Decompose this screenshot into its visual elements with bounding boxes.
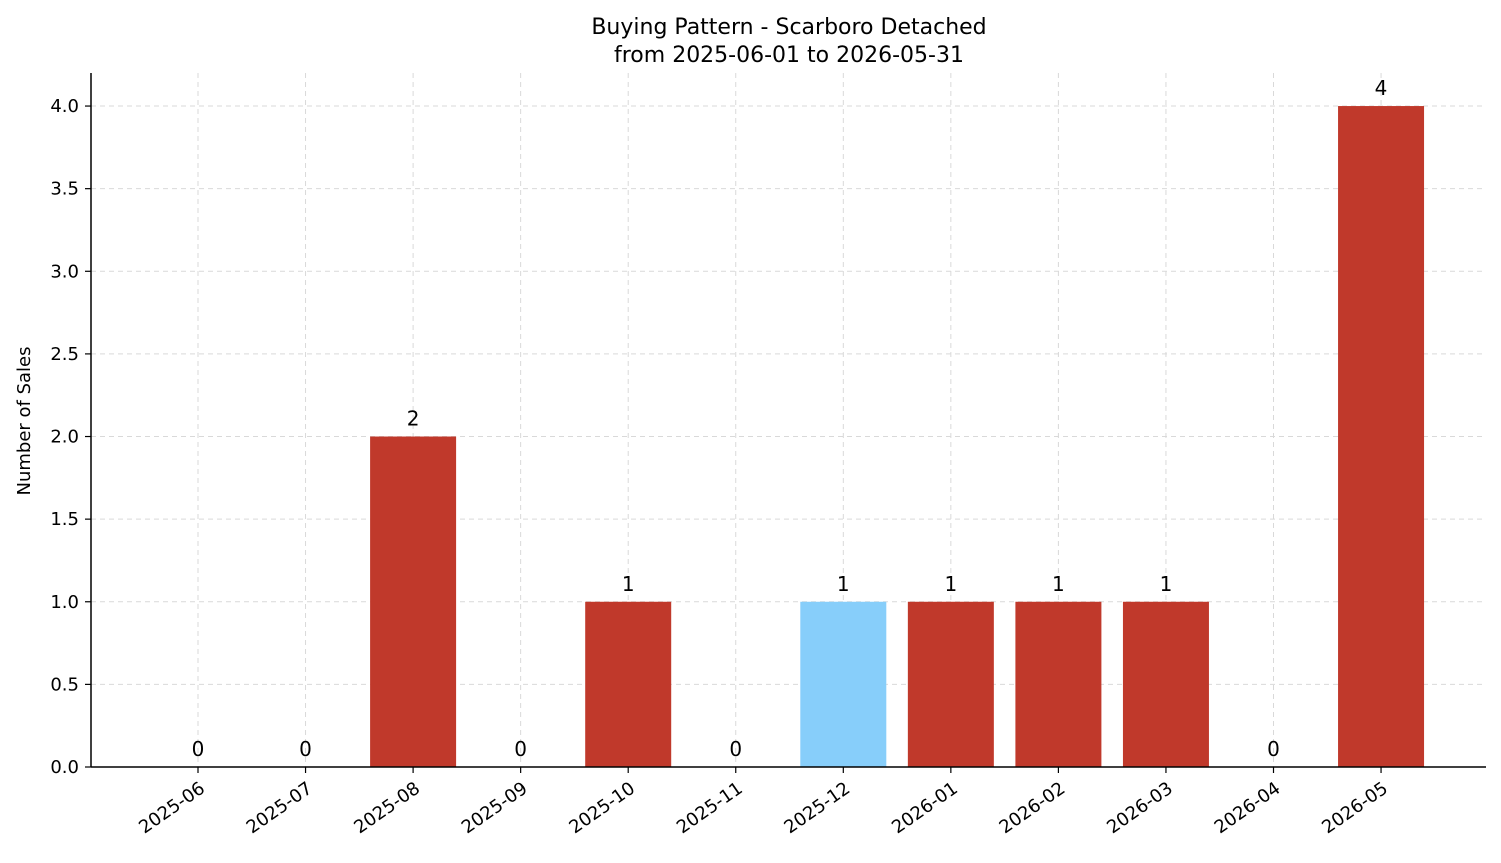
data-label: 2 [407, 407, 420, 431]
chart-subtitle: from 2025-06-01 to 2026-05-31 [614, 43, 964, 68]
bar-2026-02 [1015, 601, 1102, 767]
x-tick-label: 2026-05 [1318, 778, 1392, 838]
x-tick-label: 2025-09 [458, 778, 532, 838]
data-label: 0 [1267, 737, 1280, 761]
y-tick-label: 2.0 [50, 427, 79, 448]
data-label: 1 [1160, 572, 1173, 596]
bar-2025-08 [370, 436, 457, 767]
data-label: 0 [299, 737, 312, 761]
y-tick-label: 4.0 [50, 96, 79, 117]
x-tick-label: 2026-03 [1103, 778, 1177, 838]
x-tick-label: 2025-08 [350, 778, 424, 838]
bar-2025-12 [800, 601, 887, 767]
x-tick-label: 2026-02 [996, 778, 1070, 838]
data-label: 1 [1052, 572, 1065, 596]
y-tick-label: 3.5 [50, 179, 79, 200]
y-tick-label: 1.0 [50, 592, 79, 613]
x-tick-label: 2025-07 [243, 778, 317, 838]
y-tick-label: 2.5 [50, 344, 79, 365]
data-label: 4 [1375, 76, 1388, 100]
bar-2026-05 [1338, 106, 1425, 768]
x-tick-label: 2025-06 [135, 778, 209, 838]
y-tick-label: 0.0 [50, 757, 79, 778]
bar-2025-10 [585, 601, 672, 767]
y-axis-label: Number of Sales [14, 346, 35, 495]
data-label: 0 [192, 737, 205, 761]
data-label: 1 [944, 572, 957, 596]
bars [370, 106, 1425, 768]
y-tick-label: 3.0 [50, 261, 79, 282]
grid [91, 73, 1486, 768]
data-label: 1 [837, 572, 850, 596]
x-ticks: 2025-06 2025-07 2025-08 2025-09 2025-10 2025-… [135, 767, 1392, 838]
y-ticks: 0.0 0.5 1.0 1.5 2.0 2.5 3.0 3.5 4.0 [50, 96, 91, 778]
data-label: 0 [729, 737, 742, 761]
chart-title: Buying Pattern - Scarboro Detached [591, 15, 986, 40]
axes [90, 73, 1486, 768]
data-label: 0 [514, 737, 527, 761]
x-tick-label: 2025-10 [565, 778, 639, 838]
y-tick-label: 0.5 [50, 674, 79, 695]
x-tick-label: 2026-01 [888, 778, 962, 838]
x-tick-label: 2025-11 [673, 778, 747, 838]
bar-2026-03 [1122, 601, 1209, 767]
bar-2026-01 [907, 601, 994, 767]
data-labels: 0 0 2 0 1 0 1 1 1 1 0 4 [192, 76, 1388, 761]
data-label: 1 [622, 572, 635, 596]
x-tick-label: 2026-04 [1211, 778, 1285, 838]
y-tick-label: 1.5 [50, 509, 79, 530]
x-tick-label: 2025-12 [781, 778, 855, 838]
